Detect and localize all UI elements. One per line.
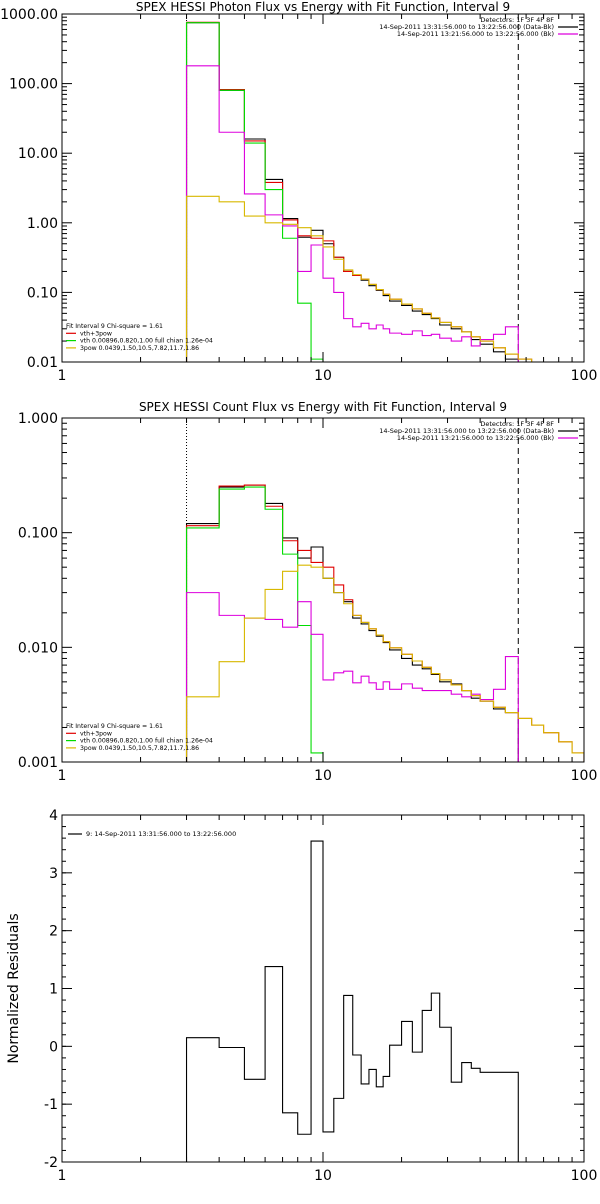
legend-entry: Fit Interval 9 Chi-square = 1.61 (66, 323, 163, 330)
y-tick-label: -2 (44, 1155, 58, 1171)
y-tick-label: 10.00 (18, 146, 58, 162)
series-line-0 (185, 484, 519, 762)
header-line: 14-Sep-2011 13:21:56.000 to 13:22:56.000… (397, 434, 554, 442)
plot-frame (61, 13, 585, 363)
chart-title: SPEX HESSI Count Flux vs Energy with Fit… (139, 400, 507, 414)
legend-entry: 9: 14-Sep-2011 13:31:56.000 to 13:22:56.… (86, 830, 236, 838)
header-line: Detectors: 1F 3F 4F 8F (480, 16, 554, 24)
legend-entry: vth 0.00896,0.820,1.00 full chian 1.26e-… (80, 338, 213, 345)
y-tick-label: 0.10 (27, 285, 58, 301)
residuals-panel: 1 10 100 -2 -1 0 1 2 3 4 Normalized Residuals 9: 14… (6, 808, 597, 1184)
series-line-4 (185, 564, 584, 762)
y-tick-label: 0.010 (18, 640, 58, 656)
y-tick-label: 1.00 (27, 216, 58, 232)
y-axis: -2 -1 0 1 2 3 4 (44, 808, 584, 1171)
series-line-0 (185, 840, 519, 1162)
legend-entry: Fit Interval 9 Chi-square = 1.61 (66, 723, 163, 730)
series-line-3 (185, 592, 519, 762)
y-tick-label: 1.000 (18, 411, 58, 427)
x-tick-label: 1 (58, 1168, 67, 1184)
y-tick-label: 3 (49, 866, 58, 882)
x-axis: 1 10 100 (58, 815, 598, 1184)
y-axis-label: Normalized Residuals (6, 913, 22, 1063)
header-line: 14-Sep-2011 13:31:56.000 to 13:22:56.000… (379, 23, 554, 31)
series-line-1 (185, 484, 584, 762)
plot-area (185, 14, 533, 362)
x-tick-label: 1 (58, 768, 67, 784)
y-tick-label: 0 (49, 1039, 58, 1055)
plot-area (185, 840, 519, 1162)
series-line-1 (185, 21, 533, 362)
header-line: 14-Sep-2011 13:21:56.000 to 13:22:56.000… (397, 30, 554, 38)
legend-entry: vth 0.00896,0.820,1.00 full chian 1.26e-… (80, 738, 213, 745)
photon-flux-panel: SPEX HESSI Photon Flux vs Energy with Fi… (0, 0, 598, 384)
x-tick-label: 10 (314, 368, 332, 384)
series-line-2 (185, 486, 324, 762)
header-line: Detectors: 1F 3F 4F 8F (480, 420, 554, 428)
series-line-3 (185, 65, 519, 362)
plot-area (185, 418, 584, 762)
y-tick-label: 0.01 (27, 355, 58, 371)
y-tick-label: -1 (44, 1097, 58, 1113)
series-line-0 (185, 22, 519, 362)
y-tick-label: 0.100 (18, 526, 58, 542)
legend-entry: 3pow 0.0439,1.50,10.5,7.82,11.7,1.86 (80, 345, 199, 352)
series-line-4 (185, 195, 533, 362)
x-tick-label: 1 (58, 368, 67, 384)
x-tick-label: 100 (571, 1168, 598, 1184)
legend-entry: 3pow 0.0439,1.50,10.5,7.82,11.7,1.86 (80, 745, 199, 752)
count-flux-panel: SPEX HESSI Count Flux vs Energy with Fit… (18, 400, 598, 784)
legend-entry: vth+3pow (80, 730, 112, 737)
y-tick-label: 1 (49, 982, 58, 998)
y-tick-label: 4 (49, 808, 58, 824)
y-tick-label: 0.001 (18, 755, 58, 771)
chart-title: SPEX HESSI Photon Flux vs Energy with Fi… (136, 0, 510, 14)
x-axis: 1 10 100 (58, 418, 598, 784)
y-tick-label: 1000.00 (0, 7, 58, 23)
x-tick-label: 100 (571, 368, 598, 384)
x-axis: 1 10 100 (58, 14, 598, 384)
x-tick-label: 100 (571, 768, 598, 784)
header-line: 14-Sep-2011 13:31:56.000 to 13:22:56.000… (379, 427, 554, 435)
x-tick-label: 10 (314, 1168, 332, 1184)
y-axis: 0.001 0.010 0.100 1.000 (18, 411, 584, 771)
y-tick-label: 2 (49, 924, 58, 940)
y-tick-label: 100.00 (9, 77, 58, 93)
legend-entry: vth+3pow (80, 330, 112, 337)
series-line-2 (185, 22, 324, 362)
y-axis: 0.01 0.10 1.00 10.00 100.00 1000.00 (0, 7, 584, 371)
x-tick-label: 10 (314, 768, 332, 784)
